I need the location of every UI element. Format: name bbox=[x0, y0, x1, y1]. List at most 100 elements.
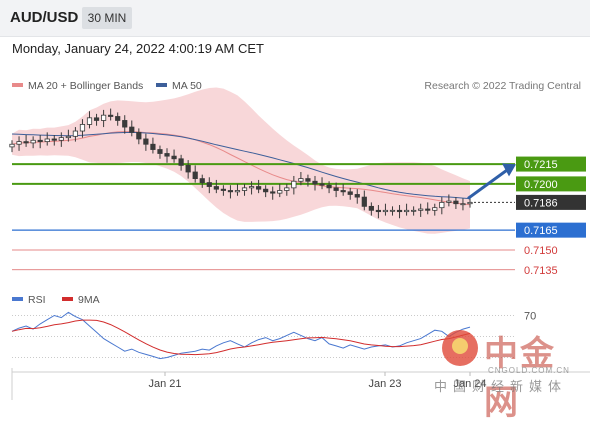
candle-body-up bbox=[101, 114, 107, 121]
candle bbox=[277, 183, 283, 198]
candle-body-down bbox=[185, 164, 191, 173]
candle-body-down bbox=[115, 116, 121, 121]
candle bbox=[312, 175, 318, 191]
candle-body-up bbox=[284, 187, 290, 191]
candle bbox=[150, 137, 156, 154]
timeframe-button[interactable]: 30 MIN bbox=[82, 7, 132, 29]
candle bbox=[396, 205, 403, 219]
watermark-subtitle: 中国财经新媒体 bbox=[434, 380, 568, 395]
candle-body-up bbox=[418, 208, 424, 211]
level-tag-0.7215 bbox=[516, 156, 586, 172]
candle-body-down bbox=[23, 141, 29, 144]
candle bbox=[227, 185, 234, 199]
candle-body-down bbox=[206, 182, 212, 187]
candle bbox=[411, 206, 417, 216]
level-label-0.7150: 0.7150 bbox=[524, 245, 558, 257]
candle-body-up bbox=[411, 209, 417, 212]
candle-body-up bbox=[277, 190, 283, 194]
level-label-0.7135: 0.7135 bbox=[524, 265, 558, 277]
candle-body-down bbox=[108, 114, 114, 117]
candle bbox=[171, 149, 177, 163]
candle-body-up bbox=[72, 130, 79, 137]
candle bbox=[101, 109, 107, 128]
candle bbox=[460, 198, 466, 211]
candle-body-down bbox=[453, 200, 459, 205]
candle-body-down bbox=[333, 187, 339, 191]
candle bbox=[333, 182, 339, 198]
candle bbox=[192, 165, 198, 183]
candle-body-up bbox=[234, 190, 241, 193]
research-credit: Research © 2022 Trading Central bbox=[424, 80, 581, 92]
rsi-swatch bbox=[12, 297, 23, 302]
candle-body-up bbox=[382, 209, 389, 213]
candle-body-down bbox=[150, 143, 156, 150]
candle bbox=[51, 135, 57, 146]
level-tag-0.7165 bbox=[516, 222, 586, 238]
candle-body-down bbox=[361, 196, 367, 207]
candle bbox=[291, 175, 297, 195]
candle-body-down bbox=[340, 190, 346, 193]
candle bbox=[375, 205, 382, 219]
legend-bollinger: MA 20 + Bollinger Bands bbox=[12, 80, 143, 92]
candle bbox=[319, 177, 325, 190]
candle bbox=[23, 135, 29, 147]
ma50-line bbox=[11, 131, 471, 200]
candle bbox=[340, 183, 346, 196]
candle-body-up bbox=[241, 187, 248, 191]
watermark-url: CNGOLD.COM.CN bbox=[488, 366, 570, 375]
candle bbox=[248, 181, 255, 195]
candle bbox=[115, 112, 121, 126]
candle bbox=[446, 194, 452, 207]
candle bbox=[178, 154, 184, 171]
legend-9ma: 9MA bbox=[62, 294, 100, 306]
candle bbox=[37, 135, 43, 149]
candle bbox=[86, 111, 93, 129]
forecast-arrow-shaft bbox=[467, 168, 509, 200]
candle-body-up bbox=[79, 124, 86, 132]
candle-body-down bbox=[319, 183, 325, 186]
level-tag-0.7186 bbox=[516, 194, 586, 210]
legend-ma50: MA 50 bbox=[156, 80, 202, 92]
candle bbox=[361, 190, 367, 211]
candle-body-up bbox=[389, 209, 396, 212]
candle-body-up bbox=[248, 186, 255, 189]
symbol-title: AUD/USD bbox=[10, 9, 79, 26]
level-label-0.7200: 0.7200 bbox=[524, 179, 558, 191]
candle-body-down bbox=[51, 138, 57, 141]
candle-body-up bbox=[439, 201, 445, 209]
candle bbox=[93, 113, 100, 126]
candle bbox=[241, 183, 248, 196]
candle bbox=[270, 186, 276, 200]
ma50-label: MA 50 bbox=[172, 80, 202, 92]
rsi-level-label: 70 bbox=[524, 311, 536, 323]
candle-body-down bbox=[227, 190, 234, 193]
candle-body-down bbox=[199, 178, 205, 183]
candle bbox=[143, 133, 149, 151]
ma20-line bbox=[11, 131, 471, 206]
candle bbox=[263, 185, 269, 198]
candle-body-up bbox=[58, 137, 64, 141]
candle-body-down bbox=[143, 138, 149, 145]
forecast-arrow-head bbox=[502, 163, 516, 177]
rsi-line bbox=[11, 311, 471, 360]
candle bbox=[129, 120, 135, 137]
candle bbox=[220, 185, 226, 196]
ma9-label: 9MA bbox=[78, 294, 100, 306]
candle-body-down bbox=[136, 131, 142, 140]
candle bbox=[122, 115, 128, 134]
candle-body-down bbox=[354, 194, 360, 198]
candle-body-down bbox=[171, 155, 177, 160]
level-label-0.7215: 0.7215 bbox=[524, 159, 558, 171]
candle bbox=[72, 127, 79, 142]
candle-body-up bbox=[9, 143, 15, 148]
candle bbox=[199, 174, 205, 188]
candle bbox=[453, 197, 459, 209]
candle bbox=[157, 145, 163, 159]
candle bbox=[234, 183, 241, 196]
candle bbox=[58, 132, 64, 147]
candle-body-up bbox=[446, 200, 452, 203]
x-tick-label: Jan 21 bbox=[148, 378, 181, 390]
candle bbox=[164, 148, 170, 163]
candle-body-down bbox=[37, 139, 43, 143]
